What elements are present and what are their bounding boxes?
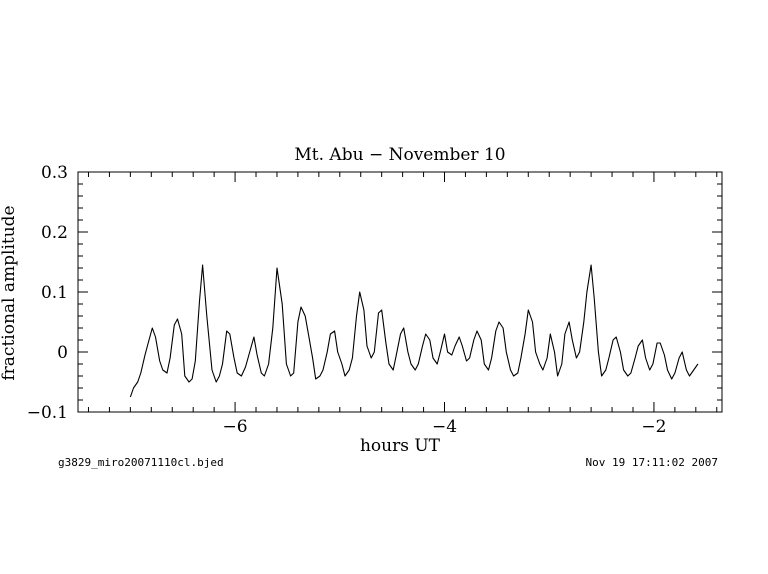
y-axis-tick-labels: −0.1 0 0.1 0.2 0.3	[27, 163, 68, 423]
series-line	[129, 264, 699, 398]
plot-frame	[77, 171, 723, 413]
x-tick-label: −6	[223, 417, 248, 437]
chart-title: Mt. Abu − November 10	[294, 145, 505, 165]
y-axis-ticks	[78, 171, 722, 413]
x-tick-label: −2	[641, 417, 666, 437]
footer-timestamp: Nov 19 17:11:02 2007	[586, 456, 718, 469]
y-tick-label: −0.1	[27, 403, 68, 423]
x-axis-tick-labels: −6 −4 −2	[223, 417, 667, 437]
y-axis-label: fractional amplitude	[0, 205, 19, 380]
y-tick-label: 0	[57, 343, 68, 363]
x-axis-label: hours UT	[360, 436, 441, 456]
y-tick-label: 0.2	[41, 223, 68, 243]
y-tick-label: 0.1	[41, 283, 68, 303]
x-tick-label: −4	[432, 417, 457, 437]
y-tick-label: 0.3	[41, 163, 68, 183]
footer-filename: g3829_miro20071110cl.bjed	[58, 456, 224, 469]
x-axis-ticks	[87, 172, 718, 412]
